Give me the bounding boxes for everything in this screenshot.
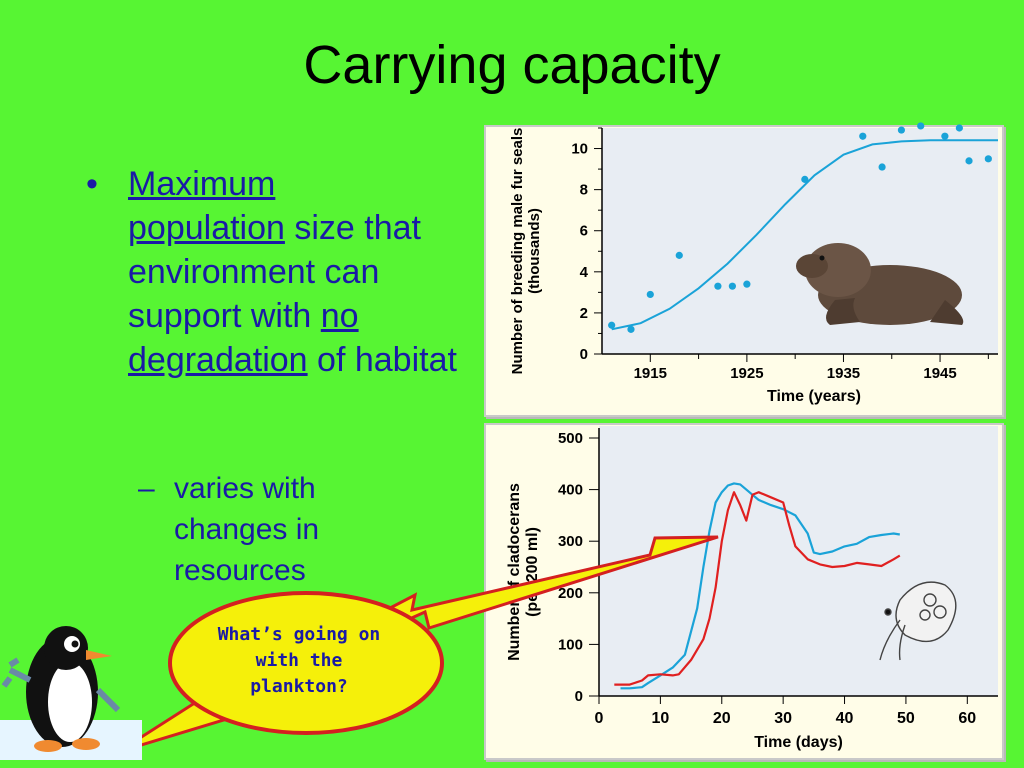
cladoceran-illustration [879,581,957,661]
plankton-x-tick-label: 60 [958,710,976,727]
seal-data-point [965,157,973,165]
plankton-x-tick-label: 50 [897,710,915,727]
plankton-y-tick-label: 500 [558,430,583,447]
seal-data-point [714,282,722,290]
plankton-y-axis-label: Number of cladocerans(per 200 ml) [506,483,541,661]
plankton-x-tick-label: 40 [836,710,854,727]
seal-data-point [984,155,992,163]
plankton-y-tick-label: 400 [558,482,583,499]
bullet-text-part1: size that environment can support with [128,209,421,335]
seal-illustration [796,243,964,325]
plankton-x-tick-label: 0 [595,710,604,727]
bullet-text-part2: of habitat [307,341,457,379]
plankton-series-red [614,491,901,686]
plankton-y-tick-label: 0 [575,688,583,705]
plankton-x-tick-label: 20 [713,710,731,727]
seal-y-tick-label: 4 [580,264,589,281]
seal-y-axis-label: Number of breeding male fur seals(thousa… [509,128,543,375]
term-no-degradation: no degradation [128,297,359,379]
seal-data-point [897,126,906,134]
penguin-mascot [0,626,142,760]
seal-data-point [941,132,949,140]
seal-fit-curve [611,139,998,331]
seal-y-tick-label: 0 [580,346,588,363]
seal-x-tick-label: 1915 [634,365,667,382]
plankton-y-axis-label-line2: (per 200 ml) [524,527,541,617]
seal-y-axis-label-line1: Number of breeding male fur seals [509,128,526,375]
term-population: population [128,209,285,247]
seal-y-tick-label: 10 [571,141,588,158]
seal-data-point [646,290,654,299]
seal-y-tick-label: 6 [580,223,588,240]
seal-y-axis-label-line2: (thousands) [526,208,543,294]
seal-data-point [878,163,886,171]
seal-chart: 0 2 4 6 8 10 1915 1925 1935 1945 Time (years) Numbe… [509,122,998,405]
seal-data-point [675,251,683,259]
seal-data-point [743,280,751,288]
plankton-y-tick-label: 200 [558,585,583,602]
plankton-x-tick-label: 30 [774,710,792,727]
seal-x-axis-label: Time (years) [767,388,861,405]
seal-x-tick-label: 1925 [730,365,763,382]
plankton-x-axis-label: Time (days) [754,734,843,751]
seal-x-tick-label: 1935 [827,365,860,382]
seal-x-tick-label: 1945 [923,365,956,382]
plankton-y-tick-label: 300 [558,533,583,550]
seal-data-point [627,325,635,333]
sub-bullet-marker: – [138,472,155,505]
seal-y-tick-label: 8 [580,182,588,199]
plankton-series-blue [620,482,900,690]
bullet-marker: • [86,165,98,203]
callout-text: What’s going on with the plankton? [217,624,381,697]
seal-data-point [955,124,963,132]
seal-data-point [728,282,736,290]
plankton-x-tick-label: 10 [651,710,669,727]
seal-data-point [801,175,809,183]
bullet-text: Maximum population size that environment … [128,162,476,382]
plankton-y-axis-label-line1: Number of cladocerans [506,483,523,661]
main-bullet: • Maximum population size that environmen… [86,162,476,382]
plankton-y-tick-label: 100 [558,636,583,653]
seal-data-point [859,132,867,140]
seal-data-point [917,122,925,130]
slide-title: Carrying capacity [303,35,721,95]
seal-data-point [608,321,616,329]
seal-y-tick-label: 2 [580,305,588,322]
term-maximum: Maximum [128,165,276,203]
